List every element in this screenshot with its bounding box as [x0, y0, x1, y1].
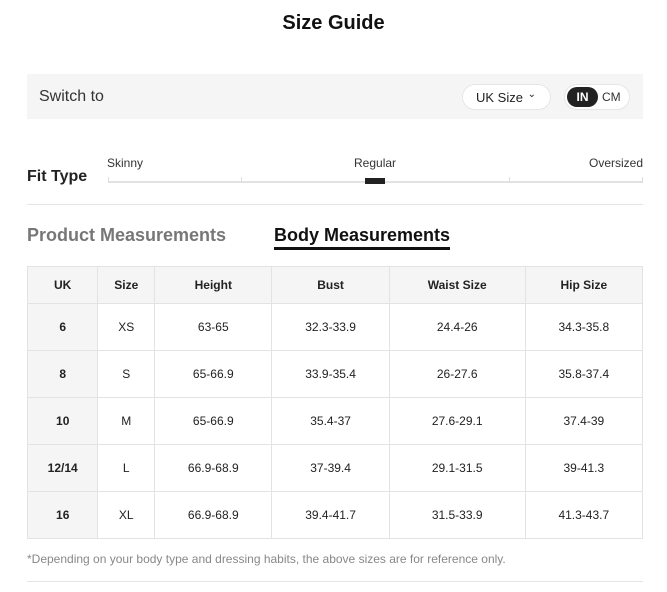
unit-cm-button[interactable]: CM	[602, 90, 621, 104]
chevron-down-icon: ⌄	[527, 89, 536, 100]
table-cell: 66.9-68.9	[154, 491, 273, 539]
table-cell: 32.3-33.9	[271, 303, 390, 351]
table-cell: 29.1-31.5	[388, 444, 526, 492]
table-row: 6 XS 63-65 32.3-33.9 24.4-26 34.3-35.8	[26, 303, 644, 351]
fit-tick	[642, 177, 643, 183]
table-cell: 37.4-39	[524, 397, 644, 445]
table-cell: 33.9-35.4	[271, 350, 390, 398]
unit-toggle: IN CM	[564, 84, 630, 110]
column-header: Bust	[271, 266, 390, 304]
table-cell: 65-66.9	[154, 397, 273, 445]
table-cell: 31.5-33.9	[388, 491, 526, 539]
table-cell: 16	[26, 491, 99, 539]
table-row: 8 S 65-66.9 33.9-35.4 26-27.6 35.8-37.4	[26, 350, 644, 398]
table-cell: 12/14	[26, 444, 99, 492]
column-header: Waist Size	[388, 266, 526, 304]
tab-body-measurements[interactable]: Body Measurements	[274, 225, 451, 250]
table-cell: M	[97, 397, 156, 445]
table-cell: 65-66.9	[154, 350, 273, 398]
region-select[interactable]: UK Size ⌄	[462, 84, 551, 110]
fit-type-label: Fit Type	[27, 168, 88, 185]
footnote: *Depending on your body type and dressin…	[27, 552, 506, 566]
size-table: UK Size Height Bust Waist Size Hip Size 6 XS 63…	[26, 266, 644, 539]
switch-label: Switch to	[39, 88, 104, 105]
table-cell: 37-39.4	[271, 444, 390, 492]
table-cell: 27.6-29.1	[388, 397, 526, 445]
column-header: Hip Size	[524, 266, 644, 304]
table-cell: 41.3-43.7	[524, 491, 644, 539]
table-cell: 26-27.6	[388, 350, 526, 398]
fit-tick	[108, 177, 109, 183]
table-cell: 35.4-37	[271, 397, 390, 445]
table-cell: 8	[26, 350, 99, 398]
fit-tick	[509, 177, 510, 183]
switch-bar: Switch to UK Size ⌄ IN CM	[27, 74, 643, 119]
column-header: Size	[97, 266, 156, 304]
region-select-value: UK Size	[476, 90, 523, 105]
table-cell: 63-65	[154, 303, 273, 351]
fit-option-oversized: Oversized	[589, 156, 644, 170]
fit-option-regular: Regular	[354, 156, 397, 170]
fit-tick	[241, 177, 242, 183]
table-cell: 10	[26, 397, 99, 445]
divider	[27, 581, 643, 582]
table-cell: 34.3-35.8	[524, 303, 644, 351]
table-cell: 39-41.3	[524, 444, 644, 492]
column-header: Height	[154, 266, 273, 304]
table-cell: 66.9-68.9	[154, 444, 273, 492]
divider	[27, 204, 643, 205]
table-row: 16 XL 66.9-68.9 39.4-41.7 31.5-33.9 41.3-43.7	[26, 491, 644, 539]
table-row: 10 M 65-66.9 35.4-37 27.6-29.1 37.4-39	[26, 397, 644, 445]
table-row: 12/14 L 66.9-68.9 37-39.4 29.1-31.5 39-41.3	[26, 444, 644, 492]
column-header: UK	[26, 266, 99, 304]
fit-option-skinny: Skinny	[107, 156, 144, 170]
table-cell: 35.8-37.4	[524, 350, 644, 398]
table-cell: 6	[26, 303, 99, 351]
table-cell: 39.4-41.7	[271, 491, 390, 539]
table-cell: 24.4-26	[388, 303, 526, 351]
unit-in-button[interactable]: IN	[567, 87, 598, 107]
tab-product-measurements[interactable]: Product Measurements	[27, 225, 227, 245]
table-cell: L	[97, 444, 156, 492]
table-cell: S	[97, 350, 156, 398]
table-cell: XS	[97, 303, 156, 351]
page-title: Size Guide	[282, 12, 385, 34]
fit-marker	[365, 178, 385, 184]
table-cell: XL	[97, 491, 156, 539]
